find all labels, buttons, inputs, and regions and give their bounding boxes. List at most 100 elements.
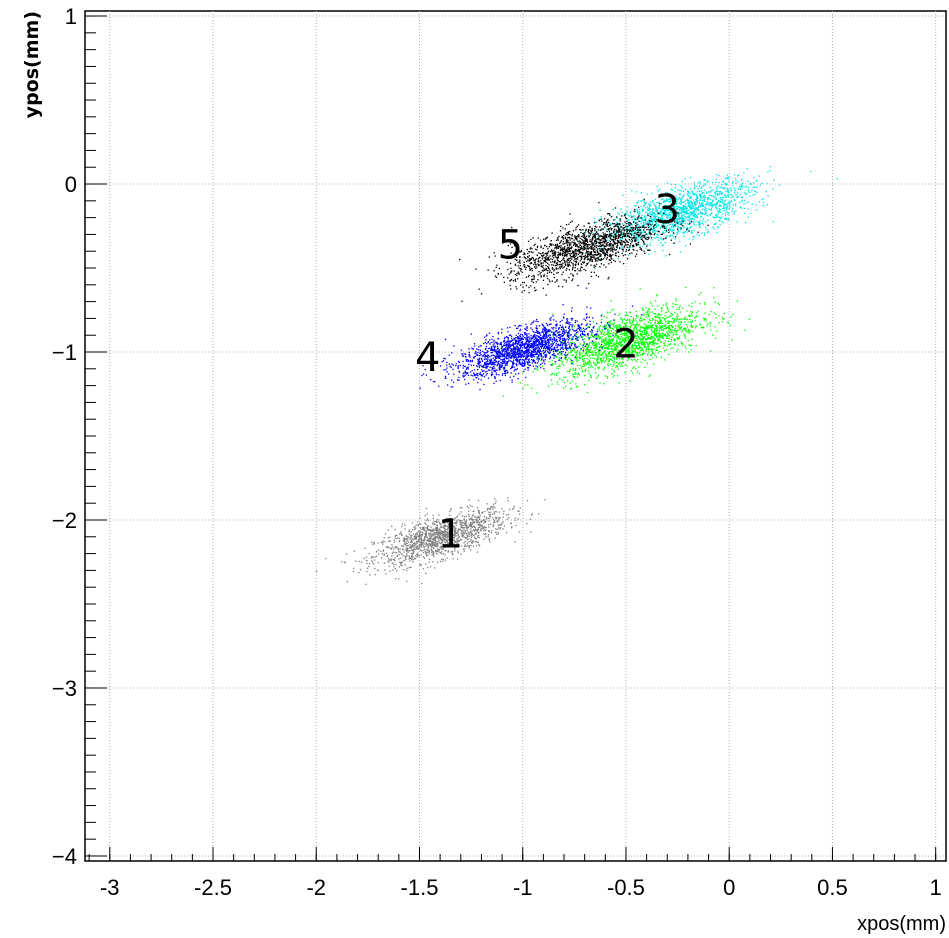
point xyxy=(626,329,629,331)
point xyxy=(651,214,653,216)
point xyxy=(617,212,619,214)
point xyxy=(435,529,437,531)
point xyxy=(463,528,465,530)
point xyxy=(677,220,679,222)
point xyxy=(444,521,446,523)
point xyxy=(727,189,730,191)
point xyxy=(615,348,617,350)
point xyxy=(641,354,644,356)
point xyxy=(446,532,449,535)
point xyxy=(486,509,489,511)
point xyxy=(639,351,641,353)
point xyxy=(578,372,580,375)
point xyxy=(423,536,426,538)
point xyxy=(460,529,462,532)
point xyxy=(427,529,429,532)
point xyxy=(704,303,706,305)
point xyxy=(660,341,662,343)
point xyxy=(617,354,619,356)
point xyxy=(644,352,646,354)
point xyxy=(353,550,355,552)
point xyxy=(699,223,701,225)
point xyxy=(477,536,479,538)
point xyxy=(658,323,660,325)
point xyxy=(623,339,625,341)
point xyxy=(687,205,689,207)
point xyxy=(559,378,561,380)
point xyxy=(544,499,546,501)
point xyxy=(679,318,681,320)
point xyxy=(653,211,656,214)
point xyxy=(483,526,485,528)
point xyxy=(677,227,679,229)
point xyxy=(664,325,666,327)
point xyxy=(705,191,707,193)
point xyxy=(444,533,447,535)
point xyxy=(537,369,539,371)
point xyxy=(631,351,634,353)
point xyxy=(690,222,693,224)
point xyxy=(560,347,562,349)
point xyxy=(453,533,455,536)
point xyxy=(626,328,628,330)
point xyxy=(442,526,445,528)
point xyxy=(721,191,723,194)
point xyxy=(416,545,419,547)
point xyxy=(745,192,747,194)
point xyxy=(694,327,697,329)
point xyxy=(629,311,632,314)
point xyxy=(467,526,470,528)
point xyxy=(681,199,683,201)
point xyxy=(608,330,610,332)
point xyxy=(714,192,716,194)
point xyxy=(584,368,587,370)
point xyxy=(366,570,368,573)
point xyxy=(427,539,429,541)
point xyxy=(593,342,595,344)
point xyxy=(666,217,668,219)
point xyxy=(425,531,428,533)
point xyxy=(697,221,699,223)
point xyxy=(374,559,376,561)
point xyxy=(654,325,657,327)
point xyxy=(668,326,671,329)
point xyxy=(656,209,658,211)
point xyxy=(606,346,608,349)
point xyxy=(634,326,636,328)
point xyxy=(398,541,401,543)
point xyxy=(440,533,442,535)
point xyxy=(480,524,482,526)
point xyxy=(640,220,642,223)
point xyxy=(587,350,589,353)
point xyxy=(618,214,620,216)
point xyxy=(443,522,445,524)
point xyxy=(591,231,593,234)
point xyxy=(665,215,667,217)
point xyxy=(415,553,418,556)
point xyxy=(612,308,615,310)
point xyxy=(683,208,685,210)
point xyxy=(439,528,441,530)
point xyxy=(644,204,646,207)
point xyxy=(433,555,435,558)
point xyxy=(608,358,610,360)
point xyxy=(685,199,687,201)
point xyxy=(698,225,701,228)
point xyxy=(625,324,627,327)
point xyxy=(575,359,577,361)
point xyxy=(603,345,605,347)
point xyxy=(639,337,641,339)
point xyxy=(723,187,725,189)
point xyxy=(456,515,459,517)
point xyxy=(497,532,499,534)
point xyxy=(622,356,624,358)
point xyxy=(667,320,669,322)
point xyxy=(672,223,674,225)
point xyxy=(556,325,558,327)
point xyxy=(661,218,664,220)
point xyxy=(677,325,679,328)
point xyxy=(361,561,363,563)
point xyxy=(589,357,591,359)
point xyxy=(432,517,434,519)
point xyxy=(577,345,579,348)
